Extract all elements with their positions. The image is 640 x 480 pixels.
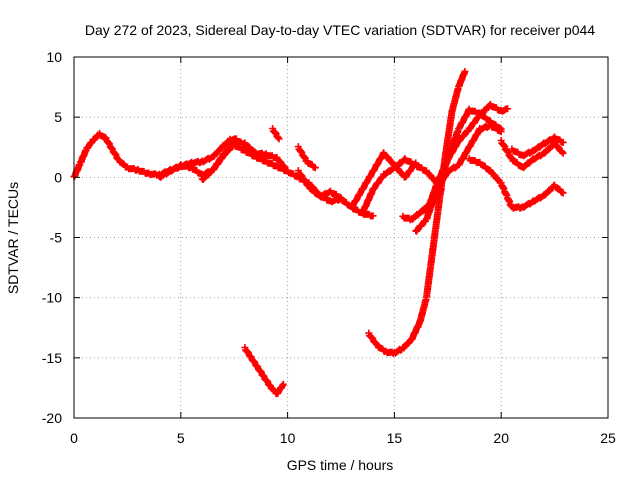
data-points: [70, 67, 567, 398]
series-arc-17: [508, 133, 567, 160]
x-tick-label: 0: [70, 430, 78, 446]
series-arc-2: [155, 137, 377, 220]
point-markers: [358, 155, 441, 217]
point-markers: [198, 140, 292, 184]
y-tick-label: -5: [50, 230, 63, 246]
x-tick-label: 15: [387, 430, 403, 446]
point-markers: [294, 167, 345, 202]
point-markers: [155, 137, 377, 220]
series-arc-7: [294, 167, 345, 202]
series-arc-3: [198, 140, 292, 184]
x-tick-label: 20: [493, 430, 509, 446]
point-markers: [294, 143, 319, 172]
x-tick-label: 5: [177, 430, 185, 446]
gridlines: [74, 57, 608, 418]
point-markers: [497, 137, 567, 172]
point-markers: [241, 344, 287, 398]
x-tick-label: 25: [600, 430, 616, 446]
chart-title: Day 272 of 2023, Sidereal Day-to-day VTE…: [85, 22, 595, 38]
series-arc-16: [497, 137, 567, 172]
point-markers: [433, 121, 505, 193]
y-axis-label: SDTVAR / TECUs: [5, 182, 21, 294]
series-arc-9: [358, 155, 441, 217]
x-axis-label: GPS time / hours: [287, 457, 394, 473]
series-arc-8: [348, 149, 420, 211]
series-arc-5: [269, 125, 283, 143]
y-tick-label: 10: [46, 49, 62, 65]
y-tick-label: 0: [54, 169, 62, 185]
point-markers: [348, 149, 420, 211]
axes: 0 5 10 15 20 25 -20 -15 -10 -5 0 5 10: [42, 49, 616, 446]
y-tick-label: -10: [42, 290, 62, 306]
point-markers: [269, 125, 283, 143]
y-tick-label: -20: [42, 410, 62, 426]
series-arc-15: [465, 155, 567, 212]
series-arc-4: [241, 344, 287, 398]
y-tick-label: -15: [42, 350, 62, 366]
point-markers: [465, 155, 567, 212]
point-markers: [508, 133, 567, 160]
series-arc-14: [433, 121, 505, 193]
series-arc-6: [294, 143, 319, 172]
x-tick-label: 10: [280, 430, 296, 446]
y-tick-label: 5: [54, 109, 62, 125]
